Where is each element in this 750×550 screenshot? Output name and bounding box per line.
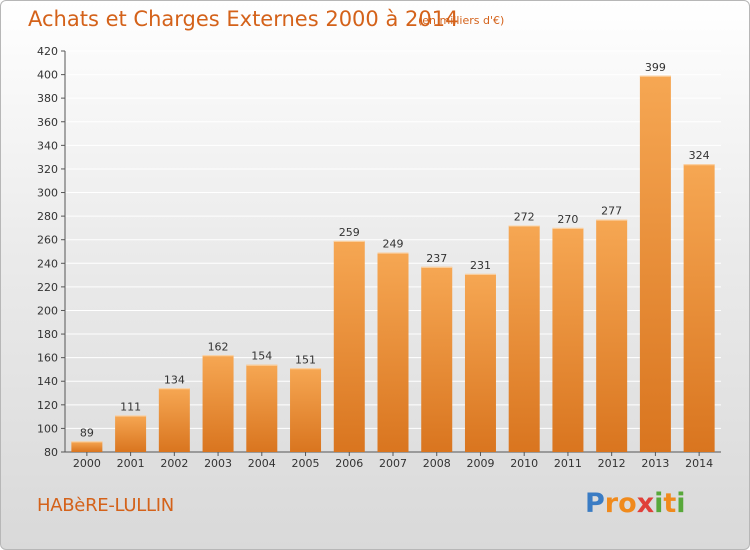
y-tick-label: 180 [37,328,58,341]
bar [377,252,409,452]
bar [639,75,671,453]
x-tick-label: 2012 [598,457,626,470]
data-label: 154 [251,350,272,363]
bar [202,355,234,452]
y-tick-label: 260 [37,234,58,247]
x-tick-label: 2013 [641,457,669,470]
data-label: 270 [557,213,578,226]
x-tick-label: 2004 [248,457,276,470]
x-tick-label: 2007 [379,457,407,470]
x-tick-label: 2001 [117,457,145,470]
x-tick-label: 2009 [466,457,494,470]
data-label: 324 [689,149,710,162]
x-tick-label: 2011 [554,457,582,470]
logo-letter: i [676,488,686,519]
y-tick-label: 420 [37,45,58,58]
bar [596,219,628,452]
chart-subtitle: (en milliers d'€) [418,14,505,27]
x-tick-label: 2000 [73,457,101,470]
y-tick-label: 100 [37,422,58,435]
bar [421,266,453,452]
data-label: 231 [470,259,491,272]
x-tick-label: 2014 [685,457,713,470]
y-tick-label: 240 [37,257,58,270]
logo-letter: t [663,488,677,519]
y-tick-label: 160 [37,352,58,365]
chart-title: Achats et Charges Externes 2000 à 2014 [28,7,459,31]
bar [71,441,103,452]
data-label: 134 [164,373,185,386]
y-tick-label: 380 [37,92,58,105]
y-tick-label: 280 [37,210,58,223]
bar [290,368,322,452]
x-tick-label: 2008 [423,457,451,470]
data-label: 162 [208,340,229,353]
y-tick-label: 320 [37,163,58,176]
proxiti-logo[interactable]: Proxiti [585,488,686,519]
data-label: 259 [339,226,360,239]
data-label: 89 [80,426,94,439]
bar [333,240,365,452]
logo-letter: P [585,488,605,519]
y-tick-label: 220 [37,281,58,294]
y-tick-label: 120 [37,399,58,412]
data-label: 151 [295,353,316,366]
bar [246,364,278,452]
data-label: 249 [383,238,404,251]
y-tick-label: 340 [37,139,58,152]
logo-letter: o [618,488,637,519]
x-tick-label: 2003 [204,457,232,470]
commune-name: HABèRE-LULLIN [37,495,174,516]
data-label: 111 [120,400,141,413]
data-label: 237 [426,252,447,265]
y-tick-label: 300 [37,187,58,200]
bar [115,415,147,452]
data-label: 272 [514,211,535,224]
bar [158,388,190,452]
data-label: 277 [601,205,622,218]
x-tick-label: 2010 [510,457,538,470]
bar [552,227,584,452]
logo-letter: r [604,488,619,519]
x-tick-label: 2005 [292,457,320,470]
y-tick-label: 400 [37,69,58,82]
x-tick-label: 2006 [335,457,363,470]
logo-letter: x [636,488,655,519]
bar [683,164,715,453]
y-tick-label: 200 [37,304,58,317]
data-label: 399 [645,61,666,74]
y-tick-label: 80 [44,446,58,459]
y-tick-label: 140 [37,375,58,388]
bar [464,273,496,452]
bar [508,225,540,452]
logo-letter: i [654,488,664,519]
y-tick-label: 360 [37,116,58,129]
x-tick-label: 2002 [160,457,188,470]
